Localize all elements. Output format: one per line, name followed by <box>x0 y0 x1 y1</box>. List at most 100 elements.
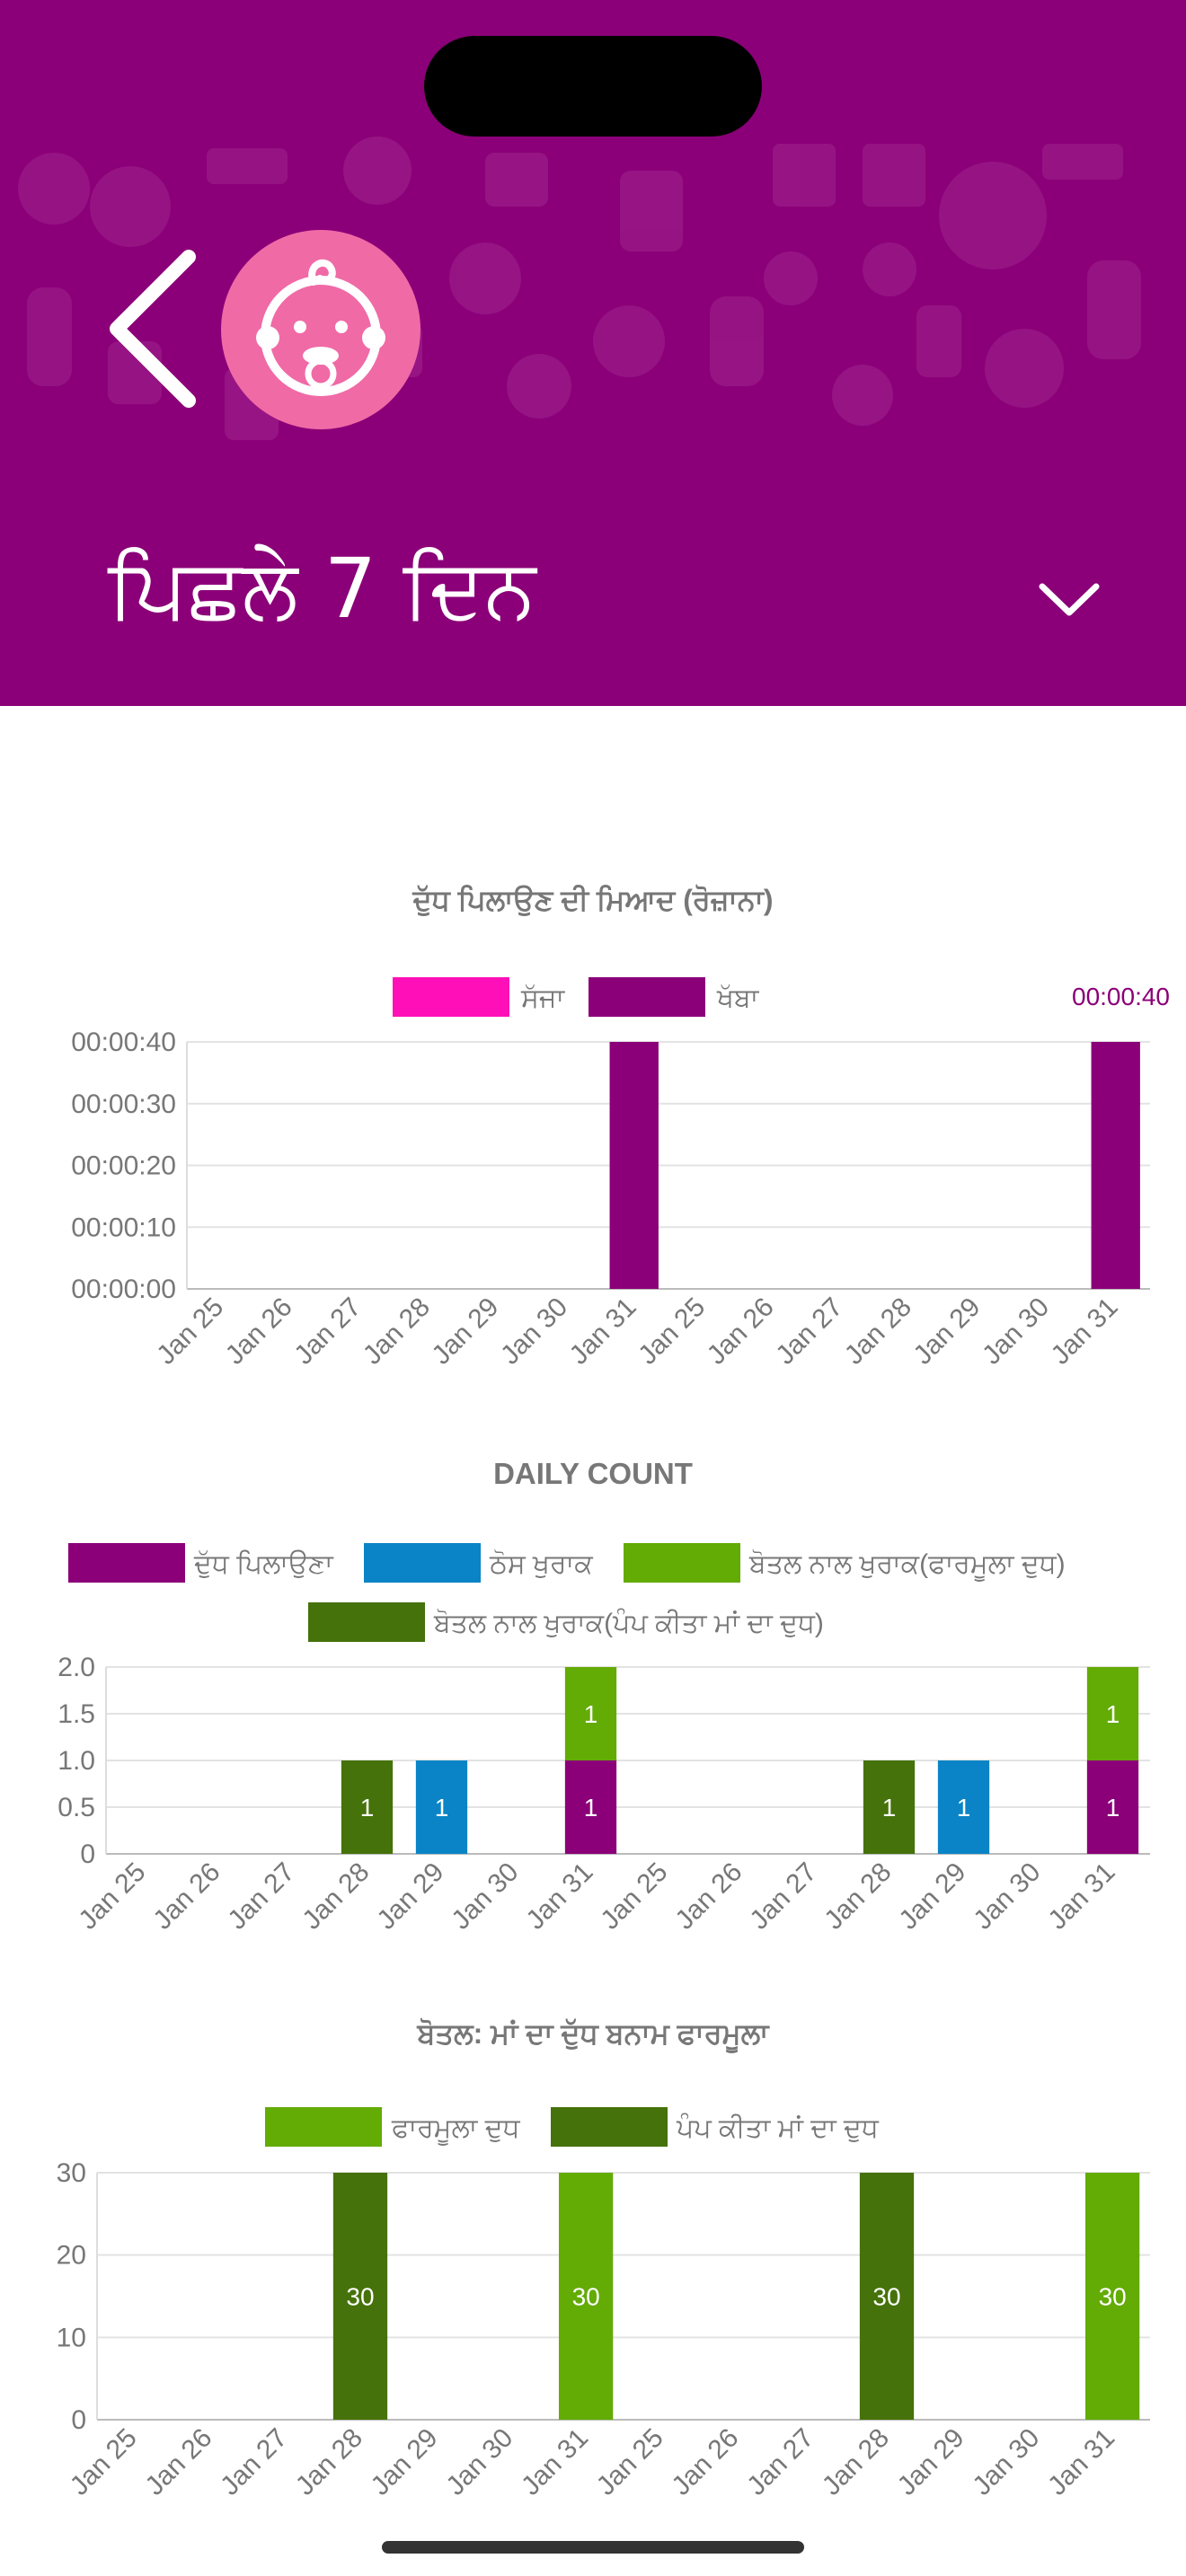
chart-bar <box>1086 1760 1139 1854</box>
chart-title: ਦੁੱਧ ਪਿਲਾਉਣ ਦੀ ਮਿਆਦ (ਰੋਜ਼ਾਨਾ) <box>412 884 773 917</box>
x-tick-label: Jan 27 <box>222 1857 300 1936</box>
chart-bar <box>859 2173 915 2420</box>
y-tick-label: 1.0 <box>58 1746 95 1776</box>
legend-swatch-solids <box>364 1543 481 1583</box>
y-tick-label: 0.5 <box>58 1793 95 1822</box>
daily-count-chart: DAILY COUNT ਦੁੱਧ ਪਿਲਾਉਣਾ ਠੋਸ ਖੁਰਾਕ ਬੋਤਲ … <box>58 1457 1150 1936</box>
x-tick-label: Jan 31 <box>564 1292 642 1371</box>
bar-value-label: 30 <box>1099 2283 1127 2311</box>
y-tick-label: 30 <box>57 2158 86 2188</box>
x-tick-label: Jan 30 <box>968 1857 1046 1936</box>
x-tick-label: Jan 31 <box>1046 1292 1124 1371</box>
bottle-comparison-chart: ਬੋਤਲ: ਮਾਂ ਦਾ ਦੁੱਧ ਬਨਾਮ ਫਾਰਮੂਲਾ ਫਾਰਮੂਲਾ ਦ… <box>57 2017 1150 2501</box>
legend-swatch-formula <box>624 1543 740 1583</box>
x-tick-label: Jan 27 <box>288 1292 367 1371</box>
period-selector-title[interactable]: ਪਿਛਲੇ 7 ਦਿਨ <box>108 541 536 637</box>
chart-bar <box>564 1760 617 1854</box>
x-tick-label: Jan 25 <box>595 1857 673 1936</box>
x-tick-label: Jan 28 <box>817 2423 895 2501</box>
x-tick-label: Jan 28 <box>839 1292 917 1371</box>
x-tick-label: Jan 27 <box>215 2423 293 2501</box>
y-tick-label: 00:00:20 <box>71 1151 176 1181</box>
bar-value-label: 1 <box>1106 1700 1120 1728</box>
x-tick-label: Jan 29 <box>366 2423 444 2501</box>
chart-bar <box>1085 2173 1140 2420</box>
legend-swatch-pumped <box>308 1602 425 1642</box>
bar-value-label: 1 <box>584 1700 598 1728</box>
y-tick-label: 00:00:40 <box>71 1028 176 1057</box>
legend-swatch-pumped <box>551 2107 668 2147</box>
bar-value-label: 1 <box>957 1794 971 1822</box>
legend-label-formula: ਬੋਤਲ ਨਾਲ ਖੁਰਾਕ(ਫਾਰਮੂਲਾ ਦੁਧ) <box>748 1549 1066 1582</box>
legend-swatch-feeding <box>68 1543 185 1583</box>
x-tick-label: Jan 26 <box>220 1292 298 1371</box>
back-chevron-icon[interactable] <box>103 250 202 408</box>
x-tick-label: Jan 29 <box>371 1857 449 1936</box>
x-tick-label: Jan 27 <box>741 2423 819 2501</box>
bar-value-label: 1 <box>584 1794 598 1822</box>
baby-face-icon <box>256 259 385 396</box>
y-tick-label: 00:00:00 <box>71 1275 176 1304</box>
chart-bar <box>609 1042 659 1289</box>
legend-label-formula: ਫਾਰਮੂਲਾ ਦੁਧ <box>391 2113 521 2146</box>
chart-bar <box>1091 1042 1140 1289</box>
x-tick-label: Jan 30 <box>495 1292 573 1371</box>
bar-value-label: 30 <box>572 2283 600 2311</box>
chart-annotation: 00:00:40 <box>1072 983 1170 1010</box>
bar-value-label: 1 <box>435 1794 449 1822</box>
y-tick-label: 00:00:10 <box>71 1213 176 1242</box>
legend-label-left: ਖੱਬਾ <box>716 984 760 1013</box>
chart-bar <box>341 1760 394 1854</box>
bar-value-label: 1 <box>882 1794 897 1822</box>
bar-value-label: 1 <box>1106 1794 1120 1822</box>
chart-title: DAILY COUNT <box>493 1457 693 1490</box>
x-tick-label: Jan 30 <box>440 2423 518 2501</box>
bar-value-label: 1 <box>360 1794 375 1822</box>
x-tick-label: Jan 28 <box>819 1857 897 1936</box>
x-tick-label: Jan 26 <box>139 2423 217 2501</box>
chevron-down-icon[interactable] <box>1038 579 1101 620</box>
x-tick-label: Jan 28 <box>296 1857 375 1936</box>
home-indicator[interactable] <box>382 2541 804 2554</box>
x-tick-label: Jan 31 <box>520 1857 598 1936</box>
y-tick-label: 0 <box>80 1839 95 1869</box>
legend-label-feeding: ਦੁੱਧ ਪਿਲਾਉਣਾ <box>193 1549 334 1579</box>
x-tick-label: Jan 31 <box>1042 2423 1120 2501</box>
legend-swatch-left <box>589 977 705 1017</box>
app-header: ਪਿਛਲੇ 7 ਦਿਨ <box>0 0 1186 706</box>
y-tick-label: 00:00:30 <box>71 1090 176 1119</box>
x-tick-label: Jan 28 <box>358 1292 436 1371</box>
x-tick-label: Jan 26 <box>147 1857 226 1936</box>
x-tick-label: Jan 30 <box>967 2423 1045 2501</box>
x-tick-label: Jan 26 <box>669 1857 748 1936</box>
y-tick-label: 2.0 <box>58 1653 95 1682</box>
chart-bar <box>564 1667 617 1760</box>
chart-bar <box>332 2173 388 2420</box>
legend-label-pumped: ਪੰਪ ਕੀਤਾ ਮਾਂ ਦਾ ਦੁਧ <box>676 2113 880 2143</box>
x-tick-label: Jan 28 <box>290 2423 368 2501</box>
legend-label-solids: ਠੋਸ ਖੁਰਾਕ <box>489 1549 593 1579</box>
x-tick-label: Jan 30 <box>446 1857 524 1936</box>
avatar <box>221 230 420 429</box>
chart-bar <box>863 1760 916 1854</box>
x-tick-label: Jan 26 <box>666 2423 744 2501</box>
x-tick-label: Jan 27 <box>744 1857 822 1936</box>
y-tick-label: 20 <box>57 2241 86 2271</box>
x-tick-label: Jan 25 <box>633 1292 711 1371</box>
feeding-duration-chart: ਦੁੱਧ ਪਿਲਾਉਣ ਦੀ ਮਿਆਦ (ਰੋਜ਼ਾਨਾ) ਸੱਜਾ ਖੱਬਾ … <box>71 884 1170 1371</box>
camera-notch <box>424 36 762 137</box>
bar-value-label: 30 <box>872 2283 900 2311</box>
x-tick-label: Jan 29 <box>892 2423 970 2501</box>
x-tick-label: Jan 26 <box>702 1292 780 1371</box>
x-tick-label: Jan 25 <box>591 2423 669 2501</box>
chart-bar <box>415 1760 468 1854</box>
x-tick-label: Jan 29 <box>426 1292 504 1371</box>
x-tick-label: Jan 27 <box>770 1292 848 1371</box>
chart-bar <box>559 2173 614 2420</box>
chart-bar <box>937 1760 990 1854</box>
legend-label-pumped: ਬੋਤਲ ਨਾਲ ਖੁਰਾਕ(ਪੰਪ ਕੀਤਾ ਮਾਂ ਦਾ ਦੁਧ) <box>433 1609 824 1638</box>
x-tick-label: Jan 31 <box>1042 1857 1120 1936</box>
x-tick-label: Jan 29 <box>907 1292 986 1371</box>
legend-swatch-right <box>393 977 509 1017</box>
bar-value-label: 30 <box>346 2283 374 2311</box>
